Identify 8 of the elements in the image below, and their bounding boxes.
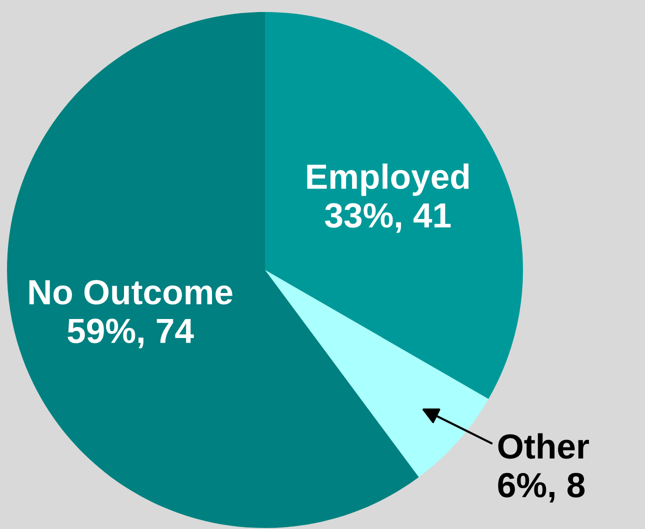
data-label: 6%, 8	[498, 472, 585, 503]
data-label: 59%, 74	[68, 318, 194, 348]
slice-label: No Outcome	[29, 280, 232, 305]
pie-slice	[265, 12, 523, 399]
pie-slice	[265, 270, 488, 478]
slice-label: Employed	[307, 164, 469, 196]
data-label: 33%, 41	[324, 203, 451, 233]
slice-label: Other	[498, 433, 589, 459]
